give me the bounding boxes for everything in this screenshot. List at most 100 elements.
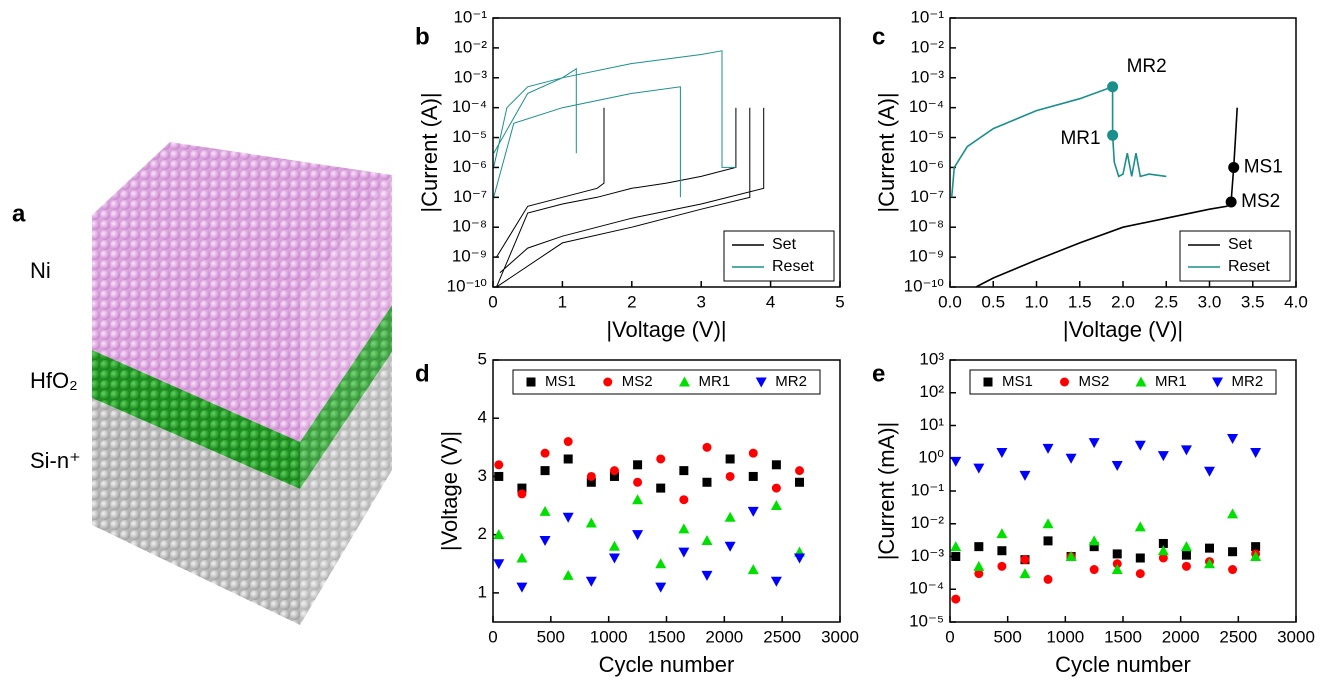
hfo2-front	[92, 350, 300, 489]
layer-label: Ni	[30, 258, 51, 283]
plot-area	[950, 434, 1262, 604]
legend-swatch	[1135, 376, 1147, 387]
legend-swatch	[679, 376, 690, 387]
marker	[996, 447, 1008, 458]
y-tick-label: 10⁻²	[453, 37, 487, 56]
ni-front	[92, 215, 300, 442]
plot-frame	[492, 17, 841, 288]
legend-swatch	[1212, 377, 1223, 388]
x-tick-label: 1.5	[1068, 292, 1092, 311]
marker	[770, 576, 782, 587]
marker	[1065, 453, 1077, 464]
y-tick-label: 10⁻⁴	[909, 579, 944, 598]
marker	[516, 582, 528, 593]
marker	[1180, 445, 1192, 456]
marker	[724, 541, 736, 552]
y-tick-label: 10¹	[919, 415, 944, 434]
legend-label: Reset	[772, 258, 814, 275]
marker	[1227, 508, 1239, 519]
marker	[974, 542, 984, 552]
top-face	[92, 142, 392, 298]
y-tick-label: 10⁻⁸	[452, 217, 487, 236]
marker	[494, 471, 504, 481]
legend-label: MR2	[775, 373, 807, 390]
x-tick-label: 1.0	[1025, 292, 1049, 311]
marker	[494, 460, 504, 470]
marker	[586, 471, 596, 481]
y-axis-label: |Current (mA)|	[874, 422, 899, 561]
x-tick-label: 2	[627, 292, 636, 311]
y-tick-label: 10⁻⁵	[909, 127, 944, 146]
ni-side	[300, 175, 392, 442]
marker	[1228, 565, 1238, 575]
series-line	[496, 107, 765, 287]
marker	[656, 483, 666, 493]
layer-label: Si-n⁺	[30, 448, 81, 473]
marker	[951, 594, 961, 604]
legend-box	[512, 369, 821, 395]
chart-panel: e 0 500 1000 1500 2000 2500 3000 10⁻⁵ 10⁻⁴ 10⁻³ 10⁻…	[872, 349, 1315, 676]
marker	[795, 466, 805, 476]
marker	[748, 471, 758, 481]
y-tick-label: 10⁻²	[910, 37, 944, 56]
x-tick-label: 0	[945, 627, 954, 646]
marker	[1112, 559, 1122, 569]
marker	[1227, 434, 1239, 445]
marker	[540, 448, 550, 458]
marker	[562, 569, 574, 580]
y-tick-label: 10⁻¹⁰	[447, 276, 488, 295]
y-tick-label: 10⁻⁷	[453, 187, 487, 206]
si-front	[92, 398, 300, 625]
y-tick-label: 10⁻⁵	[452, 127, 487, 146]
y-tick-label: 5	[478, 349, 487, 368]
x-tick-label: 3000	[821, 627, 859, 646]
marker	[655, 558, 667, 569]
marker	[725, 471, 735, 481]
marker	[656, 454, 666, 464]
chart-panel: d 0 500 1000 1500 2000 2500 3000 1 2 3 4 5 Cycle numb…	[415, 349, 859, 676]
marker	[633, 460, 643, 470]
y-tick-label: 10⁻⁴	[452, 97, 487, 116]
y-tick-label: 10⁻¹	[910, 7, 944, 26]
x-tick-label: 0.5	[981, 292, 1005, 311]
marker	[1019, 470, 1031, 481]
point-label: MR2	[1127, 56, 1167, 77]
marker	[973, 560, 985, 571]
marker	[1158, 553, 1168, 563]
plot-frame	[949, 17, 1297, 288]
y-tick-label: 10⁻³	[910, 67, 944, 86]
marker	[632, 494, 644, 505]
marker	[633, 477, 643, 487]
legend-box	[969, 369, 1277, 395]
marker	[1111, 461, 1123, 472]
marker	[771, 460, 781, 470]
marker	[1180, 541, 1192, 552]
y-tick-label: 10⁻³	[453, 67, 487, 86]
y-tick-label: 10⁻²	[910, 513, 944, 532]
y-tick-label: 10²	[919, 382, 944, 401]
marker	[1228, 547, 1238, 557]
chart-panel: c 0.0 0.5 1.0 1.5 2.0 2.5 3.0 3.5 4.0 10⁻¹⁰ 10⁻⁹ 10⁻…	[872, 7, 1308, 341]
marker	[678, 523, 690, 534]
plot-area	[493, 437, 806, 593]
y-tick-label: 3	[478, 466, 487, 485]
marker	[493, 529, 505, 540]
marker	[747, 564, 759, 575]
marker	[1251, 542, 1261, 552]
x-tick-label: 2.0	[1111, 292, 1135, 311]
x-tick-label: 4	[766, 292, 775, 311]
series-line	[950, 85, 1167, 198]
marker	[951, 552, 961, 561]
point-marker	[1107, 129, 1119, 141]
plot-frame	[949, 359, 1297, 623]
x-tick-label: 1500	[648, 627, 686, 646]
marker	[747, 506, 759, 517]
marker	[609, 471, 619, 481]
marker	[950, 456, 962, 467]
legend-swatch	[603, 377, 613, 387]
marker	[702, 477, 712, 487]
x-tick-label: 3.0	[1198, 292, 1222, 311]
marker	[562, 512, 574, 523]
layer-label: HfO₂	[30, 368, 78, 393]
marker	[1204, 558, 1215, 569]
